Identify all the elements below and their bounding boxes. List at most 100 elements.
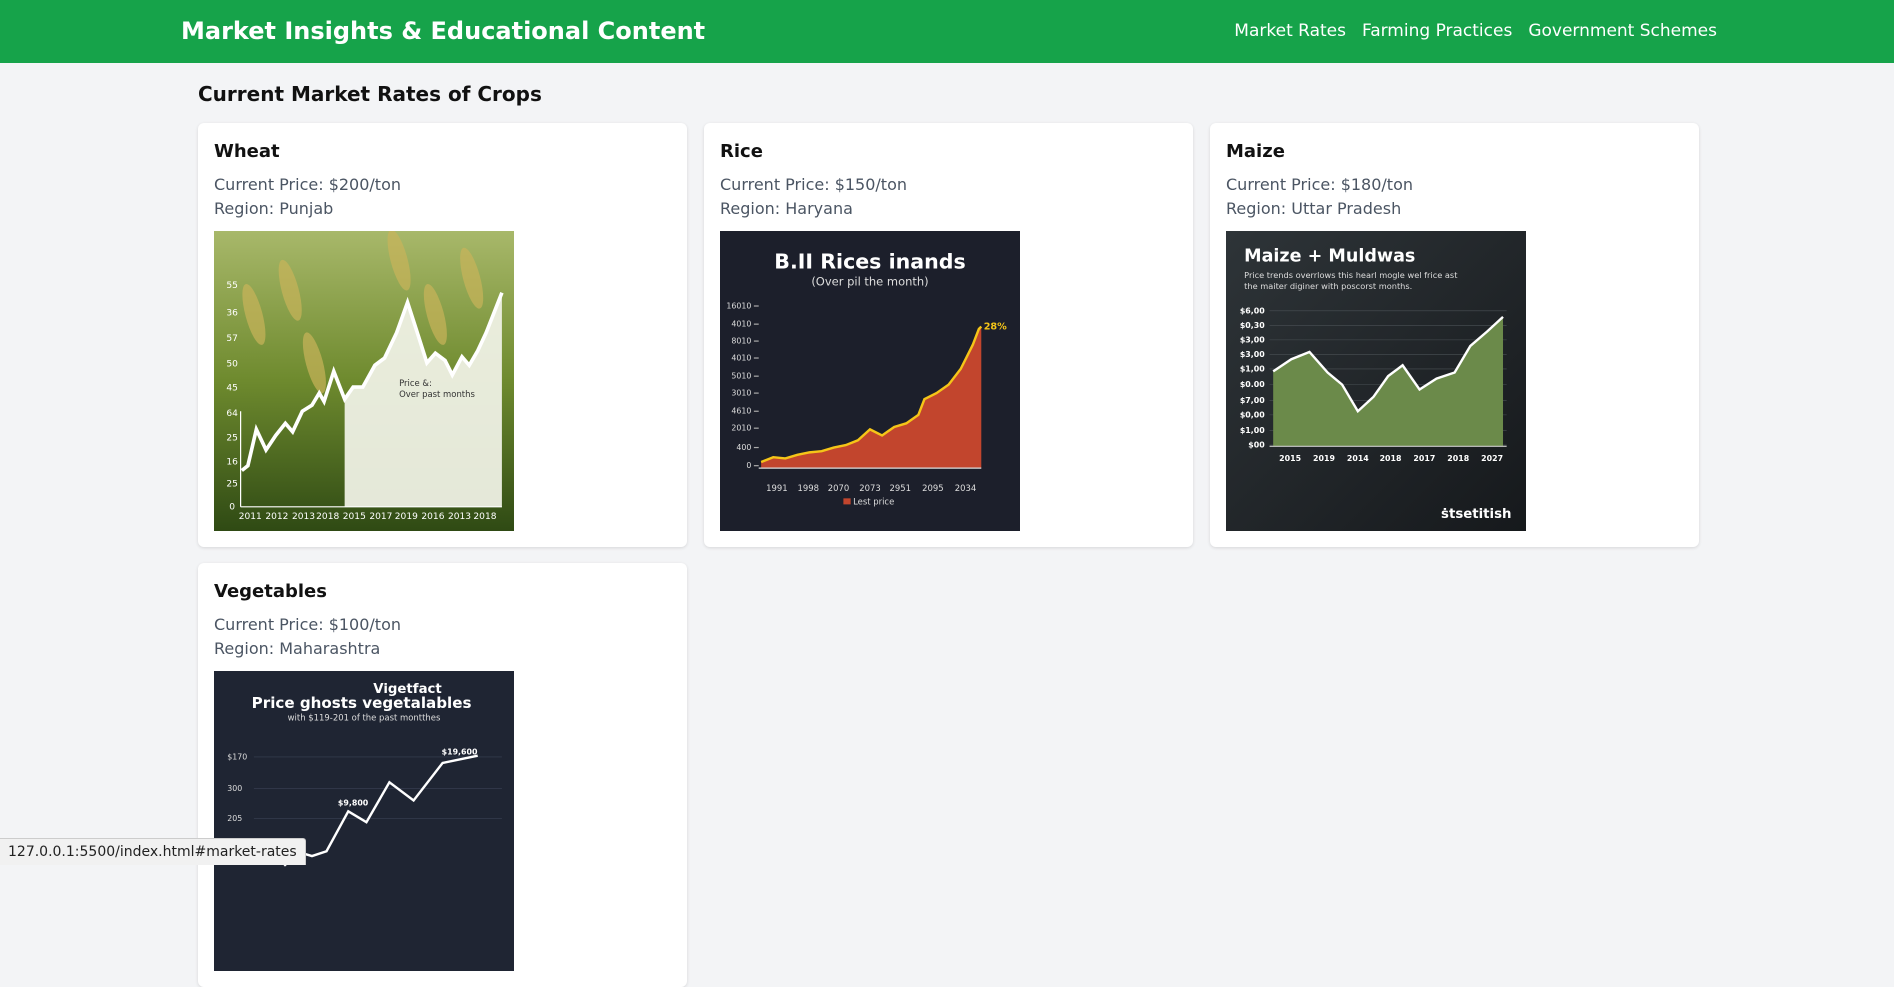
image-text: Over past months — [399, 389, 475, 399]
image-text: 25 — [226, 479, 238, 489]
crop-price: Current Price: $180/ton — [1226, 173, 1683, 197]
nav-link[interactable]: Market Rates — [1234, 0, 1346, 63]
nav-link[interactable]: Government Schemes — [1528, 0, 1717, 63]
image-text: $6,00 — [1240, 306, 1265, 315]
image-text: (Over pil the month) — [811, 274, 928, 288]
image-text: Lest price — [853, 496, 894, 506]
image-text: 0 — [746, 461, 751, 470]
crop-price: Current Price: $200/ton — [214, 173, 671, 197]
crop-region: Region: Punjab — [214, 197, 671, 221]
image-text: Price trends overrlows this hearl mogle … — [1244, 270, 1458, 280]
image-text: Price &: — [399, 378, 432, 388]
image-text: 4010 — [731, 354, 751, 363]
image-text: with $119-201 of the past montthes — [288, 713, 441, 723]
image-text: 2018 — [473, 512, 496, 522]
image-text: 300 — [227, 784, 242, 793]
image-text: 2015 — [1279, 454, 1301, 463]
image-text: 64 — [226, 409, 238, 419]
image-text: the maiter diginer with poscorst months. — [1244, 281, 1412, 291]
crop-region: Region: Uttar Pradesh — [1226, 197, 1683, 221]
image-text: 205 — [227, 814, 242, 823]
crop-region: Region: Haryana — [720, 197, 1177, 221]
image-text: 55 — [226, 281, 238, 291]
legend-swatch — [843, 498, 850, 504]
image-text: Price ghosts vegetalables — [252, 694, 472, 712]
price-chart-image: B.II Rices inands(Over pil the month) 160… — [720, 231, 1020, 531]
image-text: 2951 — [889, 483, 911, 493]
image-text: 2015 — [343, 512, 366, 522]
price-chart-image: Maize + Muldwas Price trends overrlows th… — [1226, 231, 1526, 531]
image-text: $3,00 — [1240, 335, 1265, 344]
image-text: 0 — [229, 502, 235, 512]
crop-region: Region: Maharashtra — [214, 637, 671, 661]
image-text: 2095 — [922, 483, 944, 493]
site-title: Market Insights & Educational Content — [181, 0, 705, 63]
crop-name: Vegetables — [214, 579, 671, 605]
image-text: 2014 — [1347, 454, 1369, 463]
image-text: 2011 — [239, 512, 262, 522]
crop-name: Wheat — [214, 139, 671, 165]
image-text: 2018 — [316, 512, 339, 522]
image-text: 2018 — [1447, 454, 1469, 463]
image-text: $0,00 — [1240, 410, 1265, 419]
image-text: Maize + Muldwas — [1244, 246, 1415, 266]
crop-name: Maize — [1226, 139, 1683, 165]
image-text: 2027 — [1481, 454, 1503, 463]
image-text: 16010 — [726, 302, 751, 311]
nav: Market Rates Farming Practices Governmen… — [1234, 0, 1717, 63]
image-text: $1,00 — [1240, 426, 1265, 435]
image-text: 1998 — [798, 483, 820, 493]
image-text: 2012 — [265, 512, 288, 522]
section-title: Current Market Rates of Crops — [198, 80, 542, 108]
image-text: 3010 — [731, 389, 751, 398]
image-text: 1991 — [766, 483, 788, 493]
image-text: 5010 — [731, 372, 751, 381]
image-text: 4610 — [731, 407, 751, 416]
crop-name: Rice — [720, 139, 1177, 165]
image-text: 2013 — [448, 512, 471, 522]
image-text: $3,00 — [1240, 350, 1265, 359]
crop-price: Current Price: $150/ton — [720, 173, 1177, 197]
image-text: ṡtsetitish — [1441, 507, 1511, 522]
image-text: 2017 — [369, 512, 392, 522]
header: Market Insights & Educational Content Ma… — [0, 0, 1894, 63]
image-text: $0,30 — [1240, 321, 1265, 330]
image-text: $19,600 — [442, 748, 478, 757]
status-bar: 127.0.0.1:5500/index.html#market-rates — [0, 838, 306, 865]
image-text: 2019 — [395, 512, 418, 522]
page: {"header": {"title": "Market Insights & … — [0, 0, 1894, 865]
image-text: 2019 — [1313, 454, 1335, 463]
image-text: 2013 — [292, 512, 315, 522]
image-text: 2034 — [955, 483, 977, 493]
image-text: 2073 — [859, 483, 881, 493]
image-text: 4010 — [731, 320, 751, 329]
image-text: 2017 — [1413, 454, 1435, 463]
crop-price: Current Price: $100/ton — [214, 613, 671, 637]
image-text: 50 — [226, 360, 238, 370]
nav-link[interactable]: Farming Practices — [1362, 0, 1512, 63]
image-text: 2010 — [731, 424, 751, 433]
image-text: 2016 — [421, 512, 444, 522]
image-text: 36 — [226, 309, 238, 319]
image-text: 8010 — [731, 337, 751, 346]
image-text: $0.00 — [1240, 380, 1265, 389]
image-text: 2070 — [828, 483, 850, 493]
image-text: 2018 — [1380, 454, 1402, 463]
image-text: 25 — [226, 433, 238, 443]
image-text: $00 — [1248, 441, 1265, 450]
image-text: $170 — [227, 752, 247, 761]
image-text: 28% — [984, 322, 1007, 333]
image-text: $9,800 — [338, 798, 369, 807]
image-text: $1,00 — [1240, 364, 1265, 373]
price-chart-image: Price &:Over past months5536575045642516… — [214, 231, 514, 531]
image-text: 45 — [226, 384, 238, 394]
image-text: $7,00 — [1240, 396, 1265, 405]
image-text: 16 — [226, 458, 238, 468]
image-text: B.II Rices inands — [774, 249, 965, 273]
image-text: 400 — [736, 443, 751, 452]
